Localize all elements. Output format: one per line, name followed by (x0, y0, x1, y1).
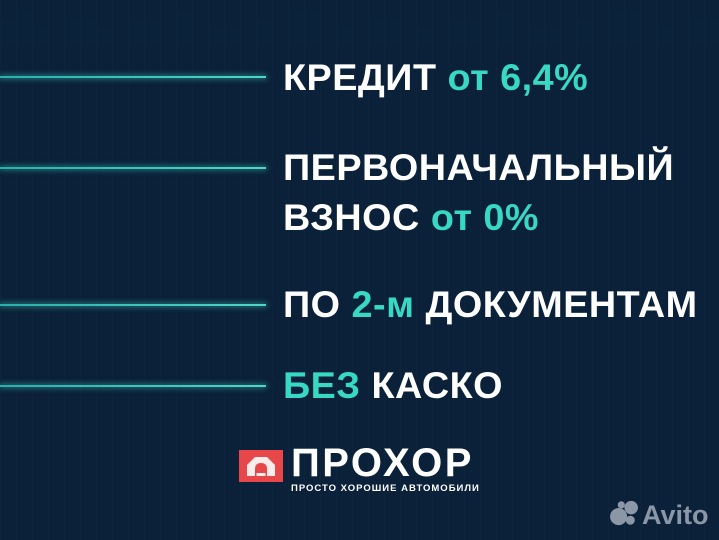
svg-text:Avito: Avito (642, 500, 709, 530)
